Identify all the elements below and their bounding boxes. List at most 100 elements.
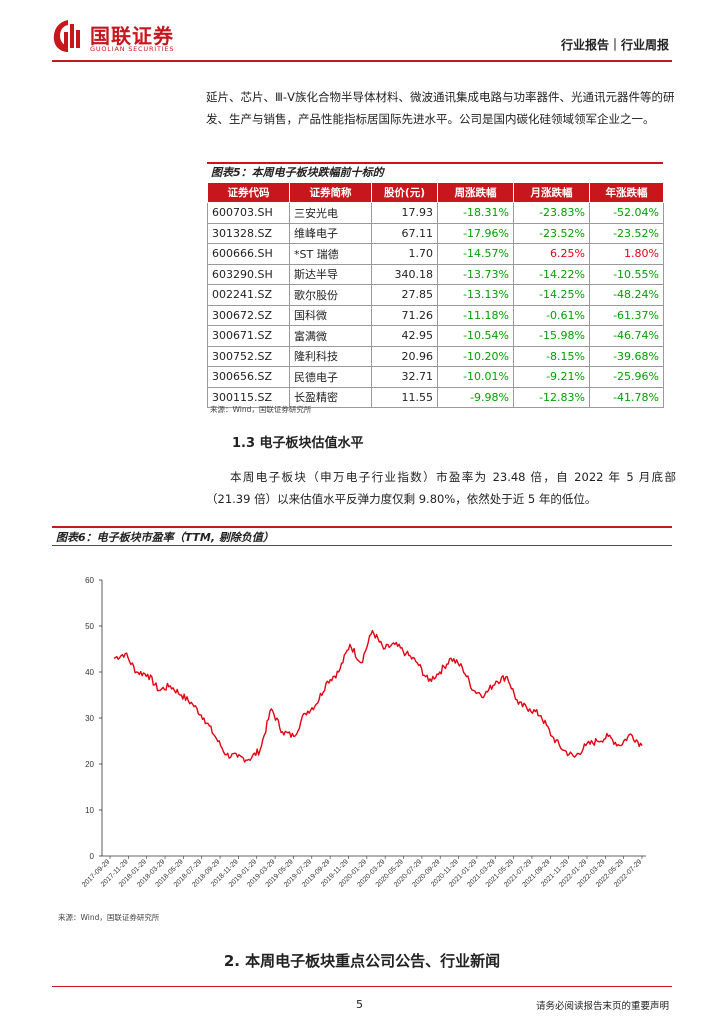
cell-code: 002241.SZ — [207, 284, 290, 306]
cell-week: -10.54% — [437, 325, 514, 347]
cell-week: -9.98% — [437, 386, 514, 408]
section-heading-2: 2. 本周电子板块重点公司公告、行业新闻 — [223, 952, 501, 970]
cell-name: 富满微 — [289, 325, 372, 347]
table-row: 300656.SZ 民德电子 32.71 -10.01% -9.21% -25.96% — [207, 366, 664, 388]
y-tick-label: 60 — [85, 576, 94, 585]
cell-name: 隆利科技 — [289, 345, 372, 367]
cell-week: -10.01% — [437, 366, 514, 388]
company-logo: 国联证券 GUOLIAN SECURITIES — [52, 18, 192, 58]
cell-code: 301328.SZ — [207, 222, 290, 244]
header-price: 股价(元) — [371, 182, 438, 203]
cell-month: -0.61% — [513, 304, 590, 326]
cell-code: 600703.SH — [207, 202, 290, 224]
cell-month: -9.21% — [513, 366, 590, 388]
cell-month: -14.25% — [513, 284, 590, 306]
cell-name: *ST 瑞德 — [289, 243, 372, 265]
table-row: 600703.SH 三安光电 17.93 -18.31% -23.83% -52.04% — [207, 202, 664, 224]
cell-month: -15.98% — [513, 325, 590, 347]
y-tick-label: 30 — [85, 714, 94, 723]
cell-name: 长盈精密 — [289, 386, 372, 408]
cell-code: 600666.SH — [207, 243, 290, 265]
cell-code: 603290.SH — [207, 263, 290, 285]
cell-price: 340.18 — [371, 263, 438, 285]
cell-week: -11.18% — [437, 304, 514, 326]
table-row: 600666.SH *ST 瑞德 1.70 -14.57% 6.25% 1.80% — [207, 243, 664, 265]
cell-price: 32.71 — [371, 366, 438, 388]
cell-year: -25.96% — [589, 366, 664, 388]
table-row: 002241.SZ 歌尔股份 27.85 -13.13% -14.25% -48.24% — [207, 284, 664, 306]
cell-price: 17.93 — [371, 202, 438, 224]
y-tick-label: 40 — [85, 668, 94, 677]
footer-divider — [52, 986, 672, 987]
cell-code: 300656.SZ — [207, 366, 290, 388]
cell-week: -17.96% — [437, 222, 514, 244]
cell-year: -61.37% — [589, 304, 664, 326]
cell-price: 27.85 — [371, 284, 438, 306]
section-heading-1-3: 1.3 电子板块估值水平 — [232, 436, 364, 451]
cell-year: -41.78% — [589, 386, 664, 408]
cell-month: -12.83% — [513, 386, 590, 408]
cell-year: -23.52% — [589, 222, 664, 244]
cell-week: -13.13% — [437, 284, 514, 306]
header-week: 周涨跌幅 — [437, 182, 514, 203]
paragraph-valuation: 本周电子板块（申万电子行业指数）市盈率为 23.48 倍，自 2022 年 5 … — [206, 470, 676, 506]
footer-disclaimer: 请务必阅读报告末页的重要声明 — [535, 1001, 669, 1012]
cell-code: 300672.SZ — [207, 304, 290, 326]
cell-code: 300671.SZ — [207, 325, 290, 347]
cell-week: -13.73% — [437, 263, 514, 285]
cell-month: -23.83% — [513, 202, 590, 224]
header-year: 年涨跌幅 — [589, 182, 664, 203]
figure-title: 图表6：电子板块市盈率（TTM, 剔除负值） — [52, 526, 672, 546]
cell-year: -48.24% — [589, 284, 664, 306]
logo-text-en: GUOLIAN SECURITIES — [90, 45, 175, 53]
cell-name: 斯达半导 — [289, 263, 372, 285]
cell-name: 歌尔股份 — [289, 284, 372, 306]
table-title: 图表5：本周电子板块跌幅前十标的 — [207, 162, 663, 182]
cell-year: -52.04% — [589, 202, 664, 224]
pe-line-chart: 01020304050602017-09-292017-11-292018-01… — [81, 576, 646, 889]
header-month: 月涨跌幅 — [513, 182, 590, 203]
cell-year: -39.68% — [589, 345, 664, 367]
header-divider — [52, 60, 672, 62]
table-row: 300115.SZ 长盈精密 11.55 -9.98% -12.83% -41.78% — [207, 386, 664, 408]
table-header-row: 证券代码 证券简称 股价(元) 周涨跌幅 月涨跌幅 年涨跌幅 — [207, 182, 664, 203]
table-row: 300752.SZ 隆利科技 20.96 -10.20% -8.15% -39.68% — [207, 345, 664, 367]
header-name: 证券简称 — [289, 182, 372, 203]
cell-month: -14.22% — [513, 263, 590, 285]
cell-week: -14.57% — [437, 243, 514, 265]
cell-month: -23.52% — [513, 222, 590, 244]
cell-code: 300752.SZ — [207, 345, 290, 367]
decliners-table: 证券代码 证券简称 股价(元) 周涨跌幅 月涨跌幅 年涨跌幅 600703.SH… — [207, 182, 664, 408]
cell-name: 民德电子 — [289, 366, 372, 388]
header-code: 证券代码 — [207, 182, 290, 203]
cell-price: 20.96 — [371, 345, 438, 367]
table-row: 603290.SH 斯达半导 340.18 -13.73% -14.22% -10.55% — [207, 263, 664, 285]
cell-name: 国科微 — [289, 304, 372, 326]
cell-week: -18.31% — [437, 202, 514, 224]
cell-year: -46.74% — [589, 325, 664, 347]
cell-price: 42.95 — [371, 325, 438, 347]
table-source: 来源：Wind，国联证券研究所 — [210, 405, 312, 414]
page-number: 5 — [356, 998, 363, 1011]
logo-text-cn: 国联证券 — [90, 24, 174, 48]
cell-price: 11.55 — [371, 386, 438, 408]
cell-code: 300115.SZ — [207, 386, 290, 408]
cell-name: 三安光电 — [289, 202, 372, 224]
pe-series-line — [113, 629, 643, 763]
table-row: 300672.SZ 国科微 71.26 -11.18% -0.61% -61.37% — [207, 304, 664, 326]
cell-name: 维峰电子 — [289, 222, 372, 244]
decliners-table-block: 图表5：本周电子板块跌幅前十标的 证券代码 证券简称 股价(元) 周涨跌幅 月涨… — [207, 162, 664, 408]
paragraph-company-intro: 延片、芯片、Ⅲ-Ⅴ族化合物半导体材料、微波通讯集成电路与功率器件、光通讯元器件等… — [206, 90, 675, 126]
table-row: 301328.SZ 维峰电子 67.11 -17.96% -23.52% -23.52% — [207, 222, 664, 244]
cell-year: -10.55% — [589, 263, 664, 285]
y-tick-label: 0 — [90, 852, 95, 861]
cell-month: -8.15% — [513, 345, 590, 367]
cell-price: 71.26 — [371, 304, 438, 326]
y-tick-label: 20 — [85, 760, 94, 769]
y-tick-label: 10 — [85, 806, 94, 815]
cell-month: 6.25% — [513, 243, 590, 265]
logo-mark-icon — [53, 20, 80, 52]
figure-source: 来源：Wind，国联证券研究所 — [58, 913, 160, 922]
table-row: 300671.SZ 富满微 42.95 -10.54% -15.98% -46.74% — [207, 325, 664, 347]
report-type-label: 行业报告｜行业周报 — [560, 38, 669, 52]
